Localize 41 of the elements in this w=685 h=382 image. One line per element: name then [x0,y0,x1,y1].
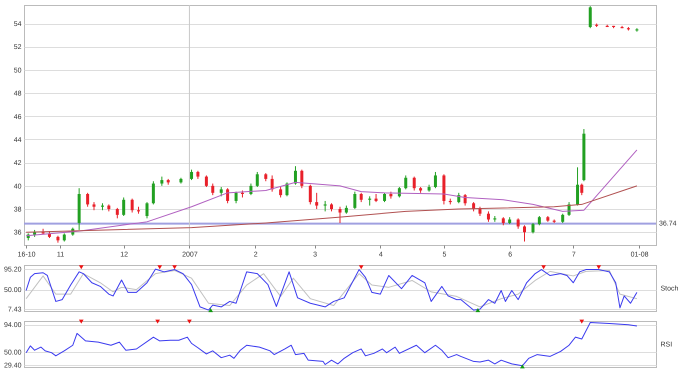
candlestick [211,183,214,196]
candlestick [486,210,490,222]
candlestick [160,176,164,186]
candlestick [146,202,149,219]
candlestick [285,182,288,197]
candlestick [116,207,119,219]
candlestick [516,218,520,230]
candlestick [464,193,467,206]
candlestick [434,171,437,189]
candlestick [538,216,541,226]
candlestick [122,196,126,217]
candlestick [531,222,534,234]
candlestick [130,198,134,214]
candlestick [523,224,526,242]
candlestick [190,169,194,181]
candlestick [360,192,363,203]
candlestick [588,6,592,29]
candlestick [561,213,564,224]
candlestick [404,174,408,190]
candlestick [315,192,318,210]
candlestick [294,166,297,186]
candlestick [226,188,230,204]
candlestick [383,192,386,203]
candlestick [300,169,304,189]
candlestick [338,206,342,224]
candlestick [152,180,155,205]
candlestick [580,183,584,196]
candlestick [308,184,312,205]
candlestick [478,206,482,217]
candlestick [576,166,580,206]
candlestick [270,174,274,192]
candlestick [353,191,356,210]
candlestick [204,174,208,188]
candlestick [368,196,372,206]
candlestick [220,186,223,197]
candlestick [234,191,238,204]
line-series [26,185,638,233]
candlestick [279,186,282,198]
candlestick [412,176,416,192]
candlestick [86,192,90,208]
candlestick [256,171,259,188]
